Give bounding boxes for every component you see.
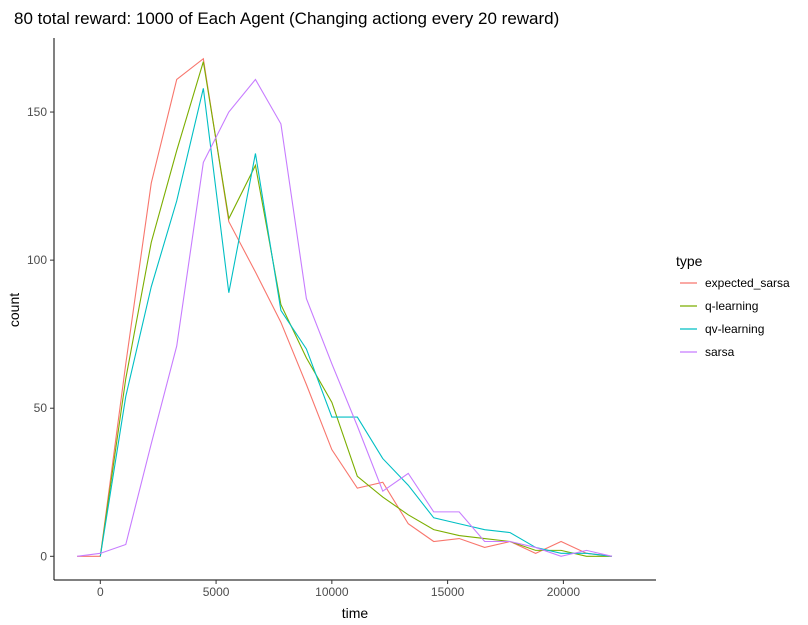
x-tick-label: 20000 [547, 585, 581, 599]
series-line-qv-learning [99, 88, 613, 557]
x-tick-label: 0 [97, 585, 104, 599]
legend-items: expected_sarsa q-learning qv-learning sarsa [680, 276, 790, 359]
y-axis-title: count [6, 293, 22, 327]
series-layer [77, 57, 613, 557]
y-tick-label: 100 [27, 253, 47, 267]
x-axis-ticks: 0 5000 10000 15000 20000 [97, 580, 580, 599]
legend-label-sarsa: sarsa [705, 345, 735, 359]
series-line-expected_sarsa [77, 57, 613, 557]
series-line-sarsa [77, 78, 613, 557]
y-tick-label: 50 [34, 401, 48, 415]
legend-label-qv-learning: qv-learning [705, 322, 764, 336]
x-tick-label: 10000 [315, 585, 349, 599]
y-tick-label: 150 [27, 105, 47, 119]
series-line-q-learning [99, 61, 613, 557]
y-axis-ticks: 0 50 100 150 [27, 105, 54, 563]
x-tick-label: 5000 [203, 585, 230, 599]
x-tick-label: 15000 [431, 585, 465, 599]
legend-label-expected_sarsa: expected_sarsa [705, 276, 790, 290]
legend-label-q-learning: q-learning [705, 299, 758, 313]
plot-area: 0 5000 10000 15000 20000 0 50 100 150 [27, 38, 656, 599]
legend: type expected_sarsa q-learning qv-learning… [676, 253, 790, 359]
chart-title: 80 total reward: 1000 of Each Agent (Cha… [14, 9, 559, 28]
y-tick-label: 0 [40, 549, 47, 563]
legend-title: type [676, 253, 703, 269]
x-axis-title: time [342, 605, 369, 621]
